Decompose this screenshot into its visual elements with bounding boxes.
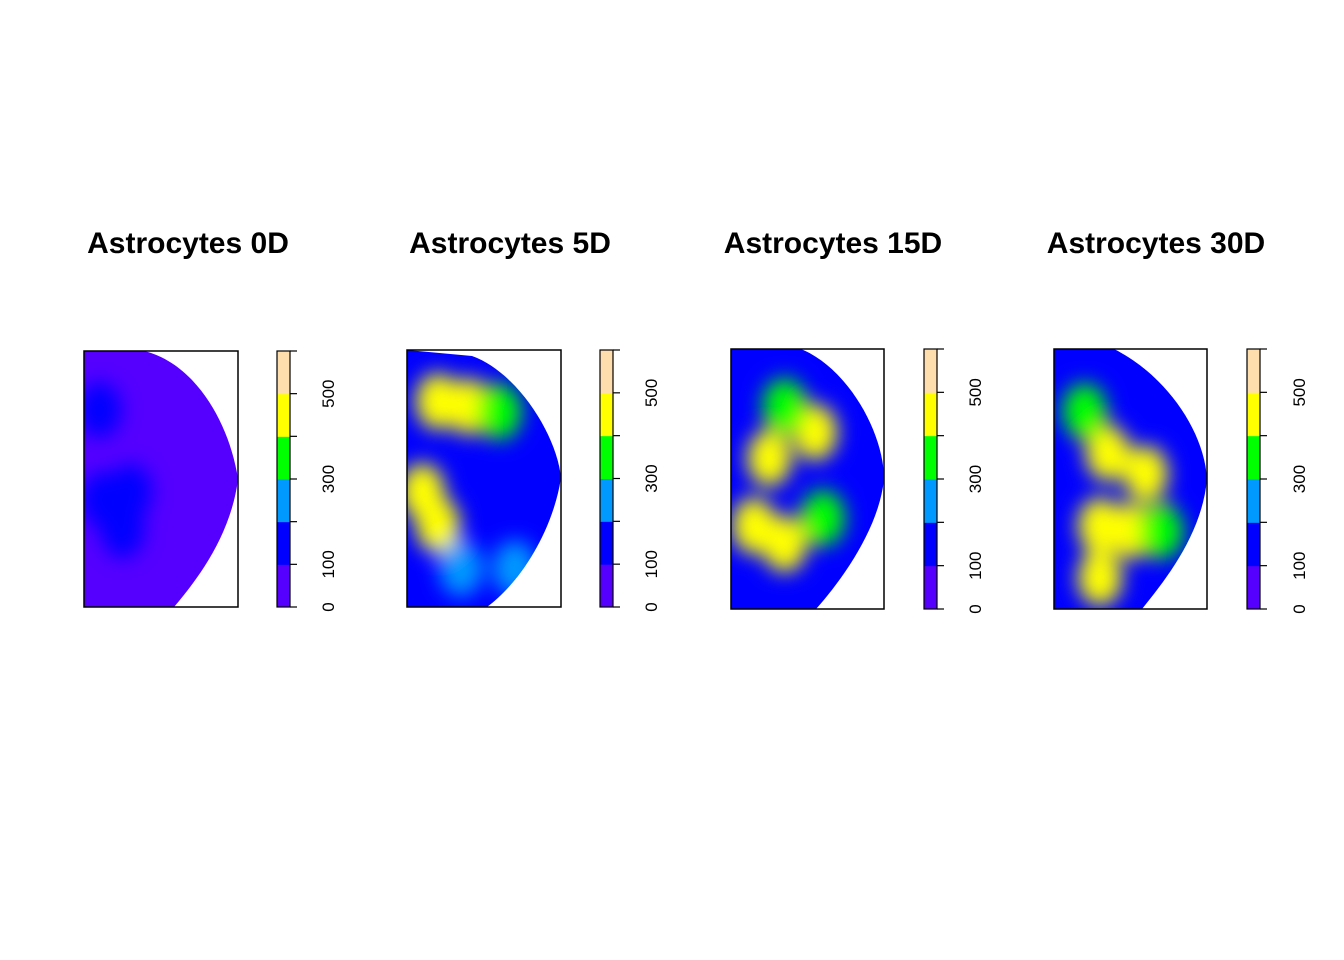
heatmap-blob bbox=[415, 496, 460, 553]
colorbar-tick-label: 500 bbox=[319, 379, 338, 407]
heatmap-blob bbox=[1139, 503, 1184, 559]
colorbar-segment bbox=[277, 479, 290, 523]
colorbar-segment bbox=[277, 436, 290, 480]
colorbar-tick-label: 300 bbox=[1290, 465, 1309, 493]
heatmap-area bbox=[84, 351, 238, 607]
colorbar-segment bbox=[1247, 392, 1260, 437]
colorbar-segment bbox=[277, 521, 290, 565]
plot-frame bbox=[730, 348, 885, 610]
panel-1: Astrocytes 0D 0 100 300 500 bbox=[83, 227, 338, 612]
colorbar-tick-label: 100 bbox=[319, 550, 338, 578]
colorbar-segment bbox=[600, 521, 613, 565]
colorbar-tick-label: 100 bbox=[1290, 551, 1309, 579]
heatmap-area bbox=[731, 349, 884, 609]
colorbar-tick-label: 500 bbox=[966, 378, 985, 406]
heatmap-blob bbox=[1077, 549, 1122, 606]
heatmap-blob bbox=[762, 378, 807, 435]
panel-4: Astrocytes 30D 0 100 300 500 bbox=[1047, 227, 1309, 614]
plot-frame bbox=[83, 350, 239, 608]
heatmap-blob bbox=[477, 383, 522, 440]
colorbar-segment bbox=[1247, 349, 1260, 393]
heatmap-blob bbox=[800, 490, 845, 546]
panel-title: Astrocytes 30D bbox=[1047, 227, 1265, 260]
colorbar-tick-label: 100 bbox=[642, 550, 661, 578]
panel-3: Astrocytes 15D 0 100 300 500 bbox=[724, 227, 985, 614]
colorbar-segment bbox=[277, 351, 290, 395]
heatmap-base bbox=[731, 349, 884, 609]
colorbar-tick-label: 300 bbox=[966, 465, 985, 493]
colorbar-segment bbox=[277, 393, 290, 437]
colorbar-tick-label: 0 bbox=[319, 602, 338, 611]
colorbar-tick-label: 0 bbox=[1290, 604, 1309, 613]
colorbar-segment bbox=[924, 522, 937, 567]
heatmap-blob bbox=[84, 381, 122, 438]
colorbar-tick-label: 0 bbox=[966, 604, 985, 613]
heatmap-blob bbox=[747, 430, 792, 487]
plot-frame bbox=[1053, 348, 1208, 610]
heatmap-blob bbox=[1085, 425, 1130, 481]
colorbar-segment bbox=[277, 564, 290, 608]
panel-2: Astrocytes 5D 0 100 300 500 bbox=[406, 227, 661, 612]
colorbar-segment bbox=[924, 349, 937, 393]
heatmap-blob bbox=[1123, 445, 1168, 502]
colorbar-tick-label: 300 bbox=[319, 465, 338, 493]
heatmap-blob bbox=[492, 540, 537, 597]
colorbar-segment bbox=[1247, 435, 1260, 480]
colorbar-segment bbox=[1247, 522, 1260, 567]
colorbar-segment bbox=[600, 435, 613, 479]
heatmap-blob bbox=[1062, 383, 1107, 440]
colorbar-segment bbox=[600, 350, 613, 394]
heatmap-blob bbox=[1108, 503, 1153, 559]
panel-title: Astrocytes 0D bbox=[87, 227, 289, 260]
colorbar-tick-label: 0 bbox=[642, 602, 661, 611]
colorbar-tick-label: 100 bbox=[966, 551, 985, 579]
colorbar-segment bbox=[600, 478, 613, 522]
colorbar-tick-label: 500 bbox=[642, 379, 661, 407]
heatmap-area bbox=[407, 350, 561, 607]
panel-title: Astrocytes 15D bbox=[724, 227, 942, 260]
colorbar-tick-label: 300 bbox=[642, 464, 661, 492]
colorbar-segment bbox=[600, 392, 613, 437]
heatmap-area bbox=[1054, 349, 1207, 609]
colorbar-segment bbox=[1247, 565, 1260, 610]
colorbar-segment bbox=[1247, 479, 1260, 523]
colorbar-segment bbox=[600, 564, 613, 608]
colorbar-segment bbox=[924, 565, 937, 610]
panel-title: Astrocytes 5D bbox=[409, 227, 611, 260]
colorbar-segment bbox=[924, 435, 937, 480]
colorbar-segment bbox=[924, 392, 937, 437]
colorbar-segment bbox=[924, 479, 937, 523]
plot-frame bbox=[406, 349, 562, 608]
colorbar-tick-label: 500 bbox=[1290, 378, 1309, 406]
heatmap-blob bbox=[762, 516, 807, 572]
heatmap-blob bbox=[100, 502, 145, 559]
heatmap-blob bbox=[438, 540, 483, 597]
